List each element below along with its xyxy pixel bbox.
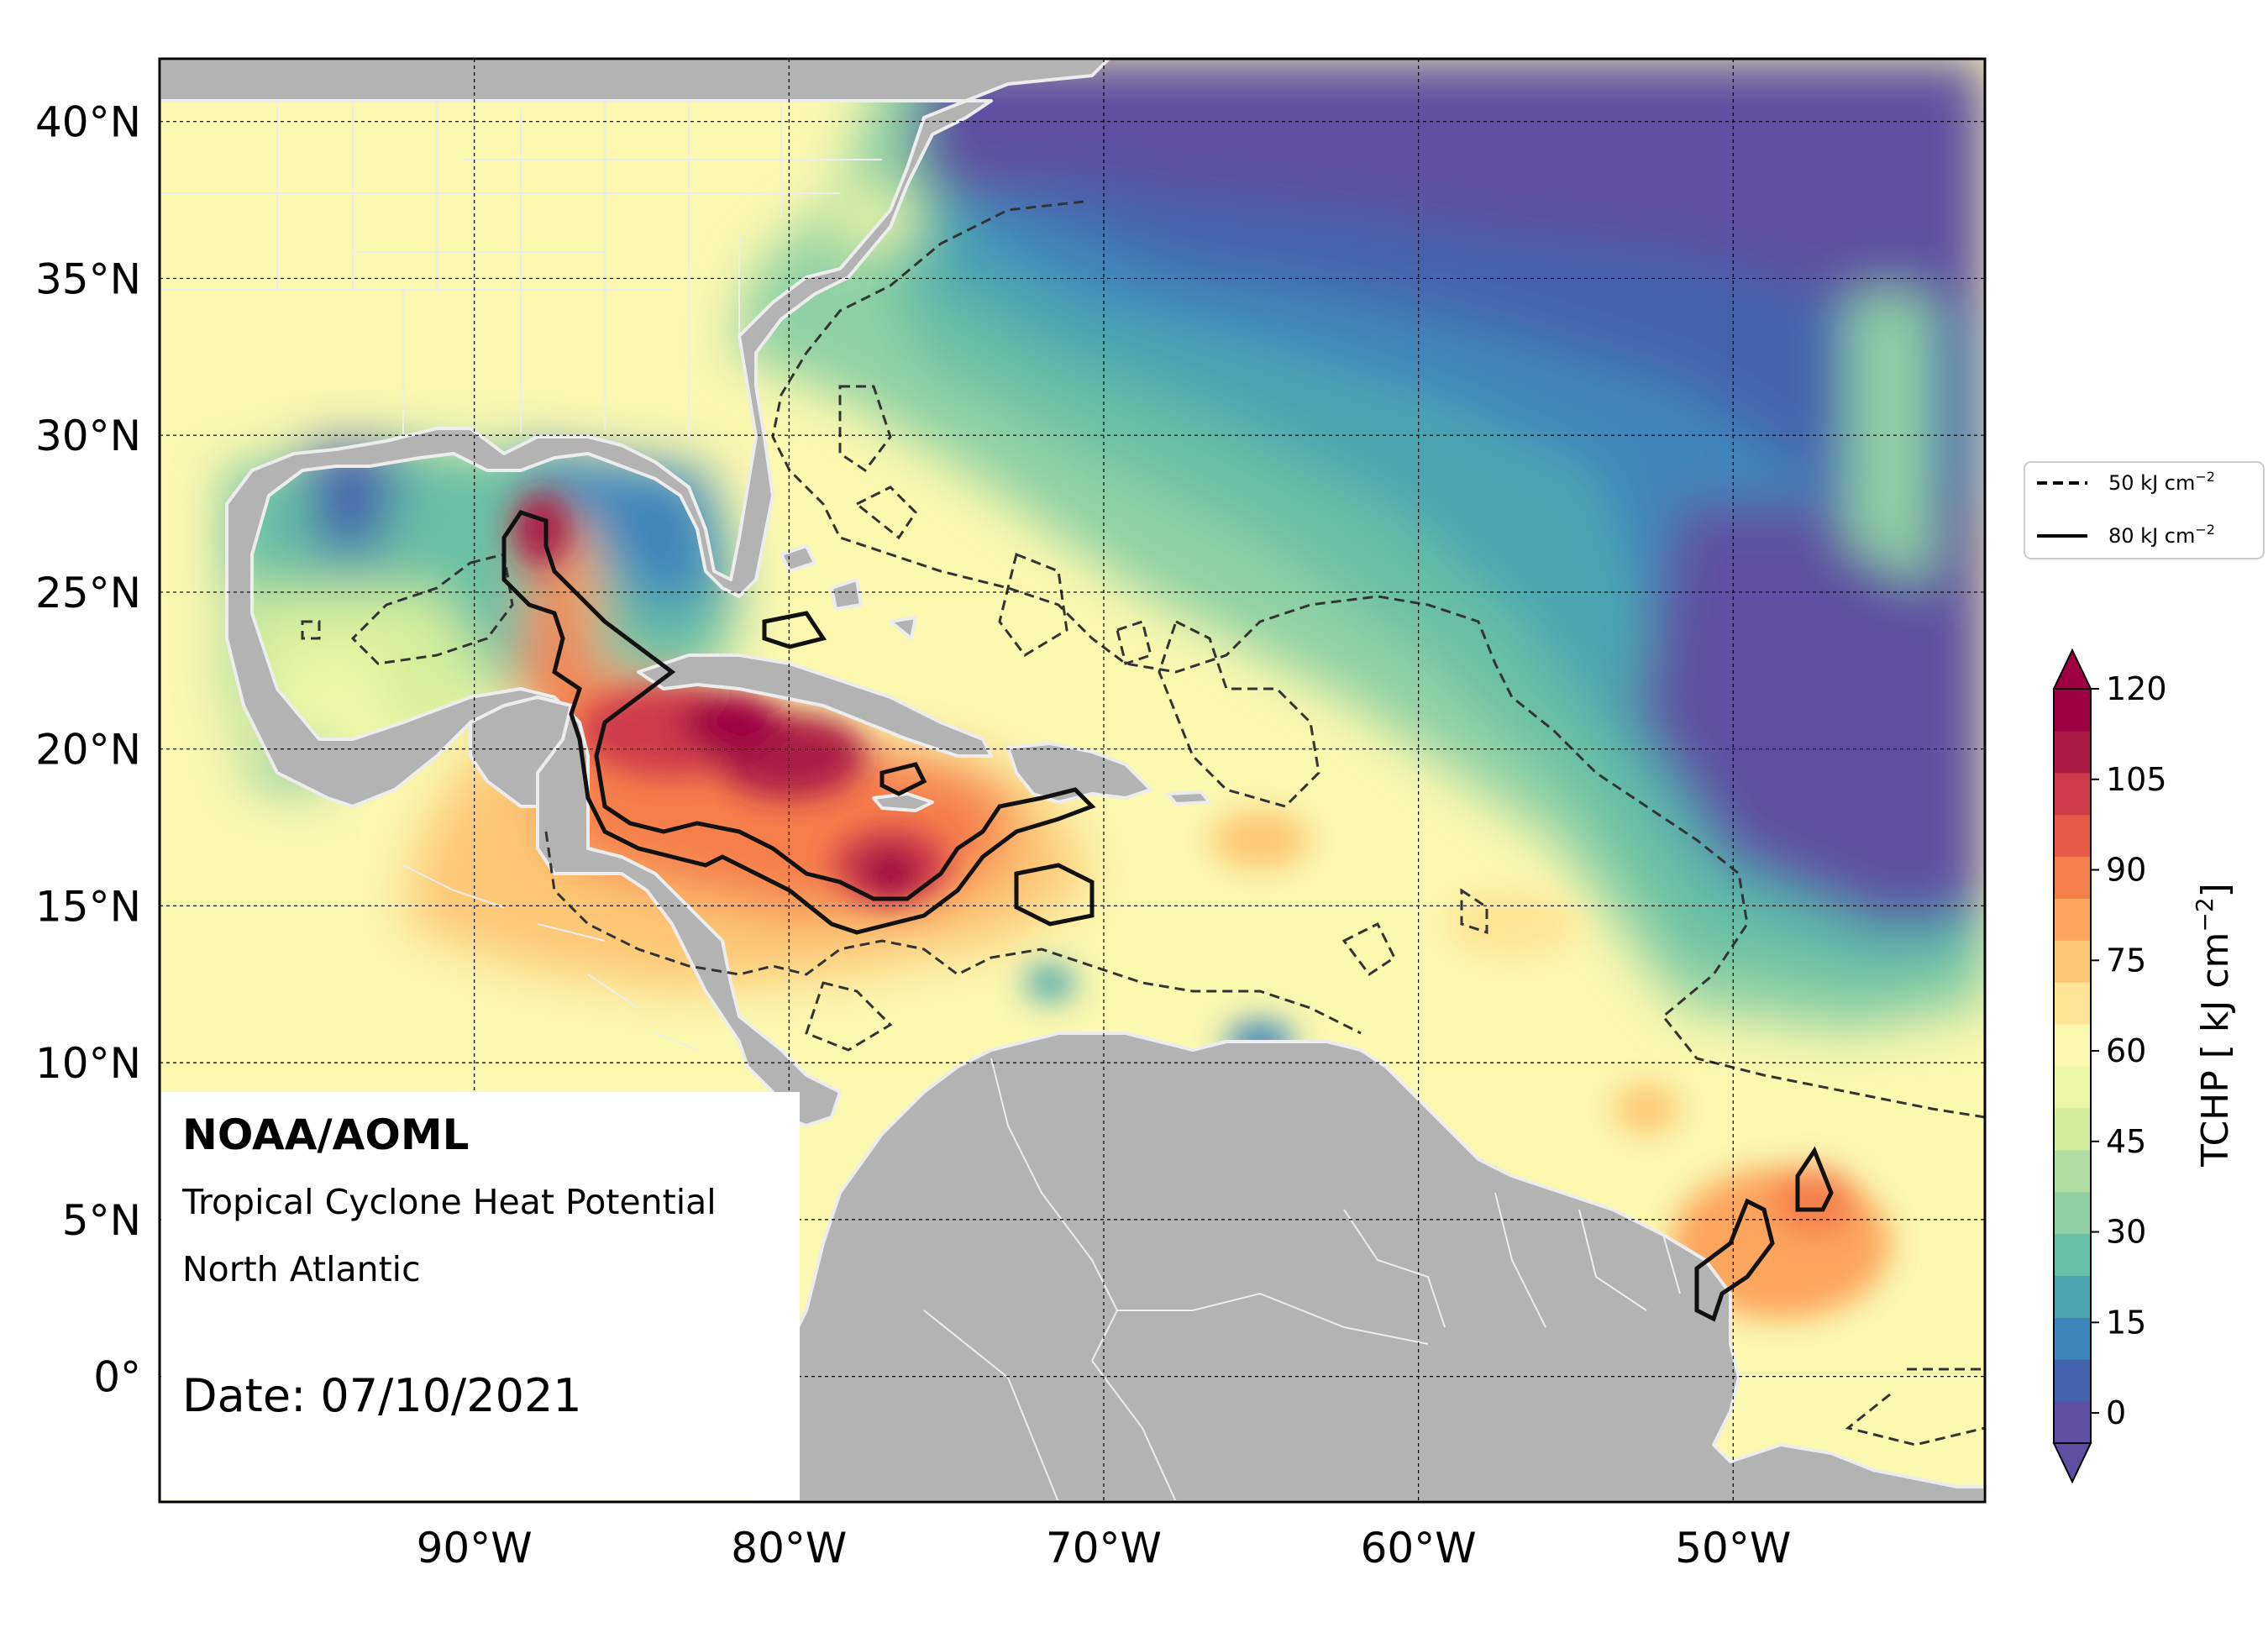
colorbar-segment-17 [2054, 689, 2091, 732]
contour-legend: 50 kJ cm−2 80 kJ cm−2 [2024, 461, 2265, 559]
region-subtitle: North Atlantic [182, 1249, 421, 1289]
colorbar-segment-2 [2054, 1317, 2091, 1360]
colorbar-outline [2053, 688, 2092, 1444]
agency-title: NOAA/AOML [182, 1110, 469, 1159]
colorbar-segment-15 [2054, 772, 2091, 816]
legend-label-80: 80 kJ cm−2 [2108, 522, 2215, 548]
lon-tick-label-2: 70°W [1046, 1524, 1162, 1572]
lat-tick-label-0: 40°N [35, 98, 141, 147]
yucatan [469, 696, 573, 808]
hispaniola [1006, 742, 1152, 804]
colorbar-segment-16 [2054, 730, 2091, 774]
colorbar-tick-label-0: 0 [2106, 1394, 2126, 1431]
colorbar-tick-label-6: 90 [2106, 852, 2146, 889]
lat-tick-label-8: 0° [93, 1353, 141, 1402]
political-borders [160, 101, 1681, 1502]
lat-tick-label-1: 35°N [35, 255, 141, 303]
lat-tick-label-4: 20°N [35, 726, 141, 774]
lon-tick-label-1: 80°W [731, 1524, 847, 1572]
colorbar-segment-3 [2054, 1275, 2091, 1318]
colorbar-segment-6 [2054, 1149, 2091, 1193]
puerto-rico [1166, 790, 1211, 806]
colorbar: 0 15 30 45 60 75 90 105 120 [2052, 648, 2167, 1484]
annotation-box: NOAA/AOML Tropical Cyclone Heat Potentia… [161, 1092, 800, 1500]
colorbar-tick-label-3: 45 [2106, 1123, 2146, 1160]
colorbar-segment-4 [2054, 1233, 2091, 1276]
lat-tick-label-5: 15°N [35, 882, 141, 931]
colorbar-segment-0 [2054, 1401, 2091, 1444]
latitude-axis: 40°N 35°N 30°N 25°N 20°N 15°N 10°N 5°N 0° [35, 98, 141, 1402]
colorbar-segment-8 [2054, 1066, 2091, 1109]
tchp-field [160, 59, 1985, 1502]
lon-tick-label-0: 90°W [417, 1524, 533, 1572]
lon-tick-label-4: 50°W [1675, 1524, 1791, 1572]
colorbar-label: TCHP [ kJ cm−2] [2191, 883, 2237, 1168]
colorbar-segment-5 [2054, 1191, 2091, 1235]
colorbar-max-extension [2052, 648, 2092, 690]
contour-50 [301, 200, 1985, 1446]
product-subtitle: Tropical Cyclone Heat Potential [181, 1182, 717, 1222]
colorbar-tick-label-7: 105 [2106, 761, 2167, 798]
colorbar-tick-label-8: 120 [2106, 670, 2167, 707]
colorbar-segment-10 [2054, 982, 2091, 1025]
lat-tick-label-7: 5°N [62, 1196, 141, 1245]
cuba [637, 654, 993, 758]
colorbar-tick-label-4: 60 [2106, 1032, 2146, 1069]
colorbar-min-extension [2052, 1442, 2092, 1484]
colorbar-tick-label-2: 30 [2106, 1214, 2146, 1251]
lat-tick-label-6: 10°N [35, 1039, 141, 1088]
legend-label-50: 50 kJ cm−2 [2108, 469, 2215, 495]
colorbar-segment-1 [2054, 1359, 2091, 1402]
colorbar-tick-label-1: 15 [2106, 1304, 2146, 1341]
colorbar-tick-label-5: 75 [2106, 942, 2146, 979]
lon-tick-label-3: 60°W [1361, 1524, 1477, 1572]
date-label: Date: 07/10/2021 [182, 1369, 582, 1422]
lat-tick-label-3: 25°N [35, 569, 141, 617]
plot-frame [158, 57, 1987, 1504]
colorbar-segment-12 [2054, 898, 2091, 941]
colorbar-segment-11 [2054, 940, 2091, 983]
colorbar-segment-13 [2054, 856, 2091, 899]
colorbar-segment-9 [2054, 1024, 2091, 1067]
lat-tick-label-2: 30°N [35, 412, 141, 460]
south-america [754, 1032, 1985, 1502]
contour-80 [501, 510, 1834, 1322]
colorbar-segment-14 [2054, 814, 2091, 858]
longitude-axis: 90°W 80°W 70°W 60°W 50°W [417, 1524, 1792, 1572]
colorbar-segment-7 [2054, 1107, 2091, 1151]
